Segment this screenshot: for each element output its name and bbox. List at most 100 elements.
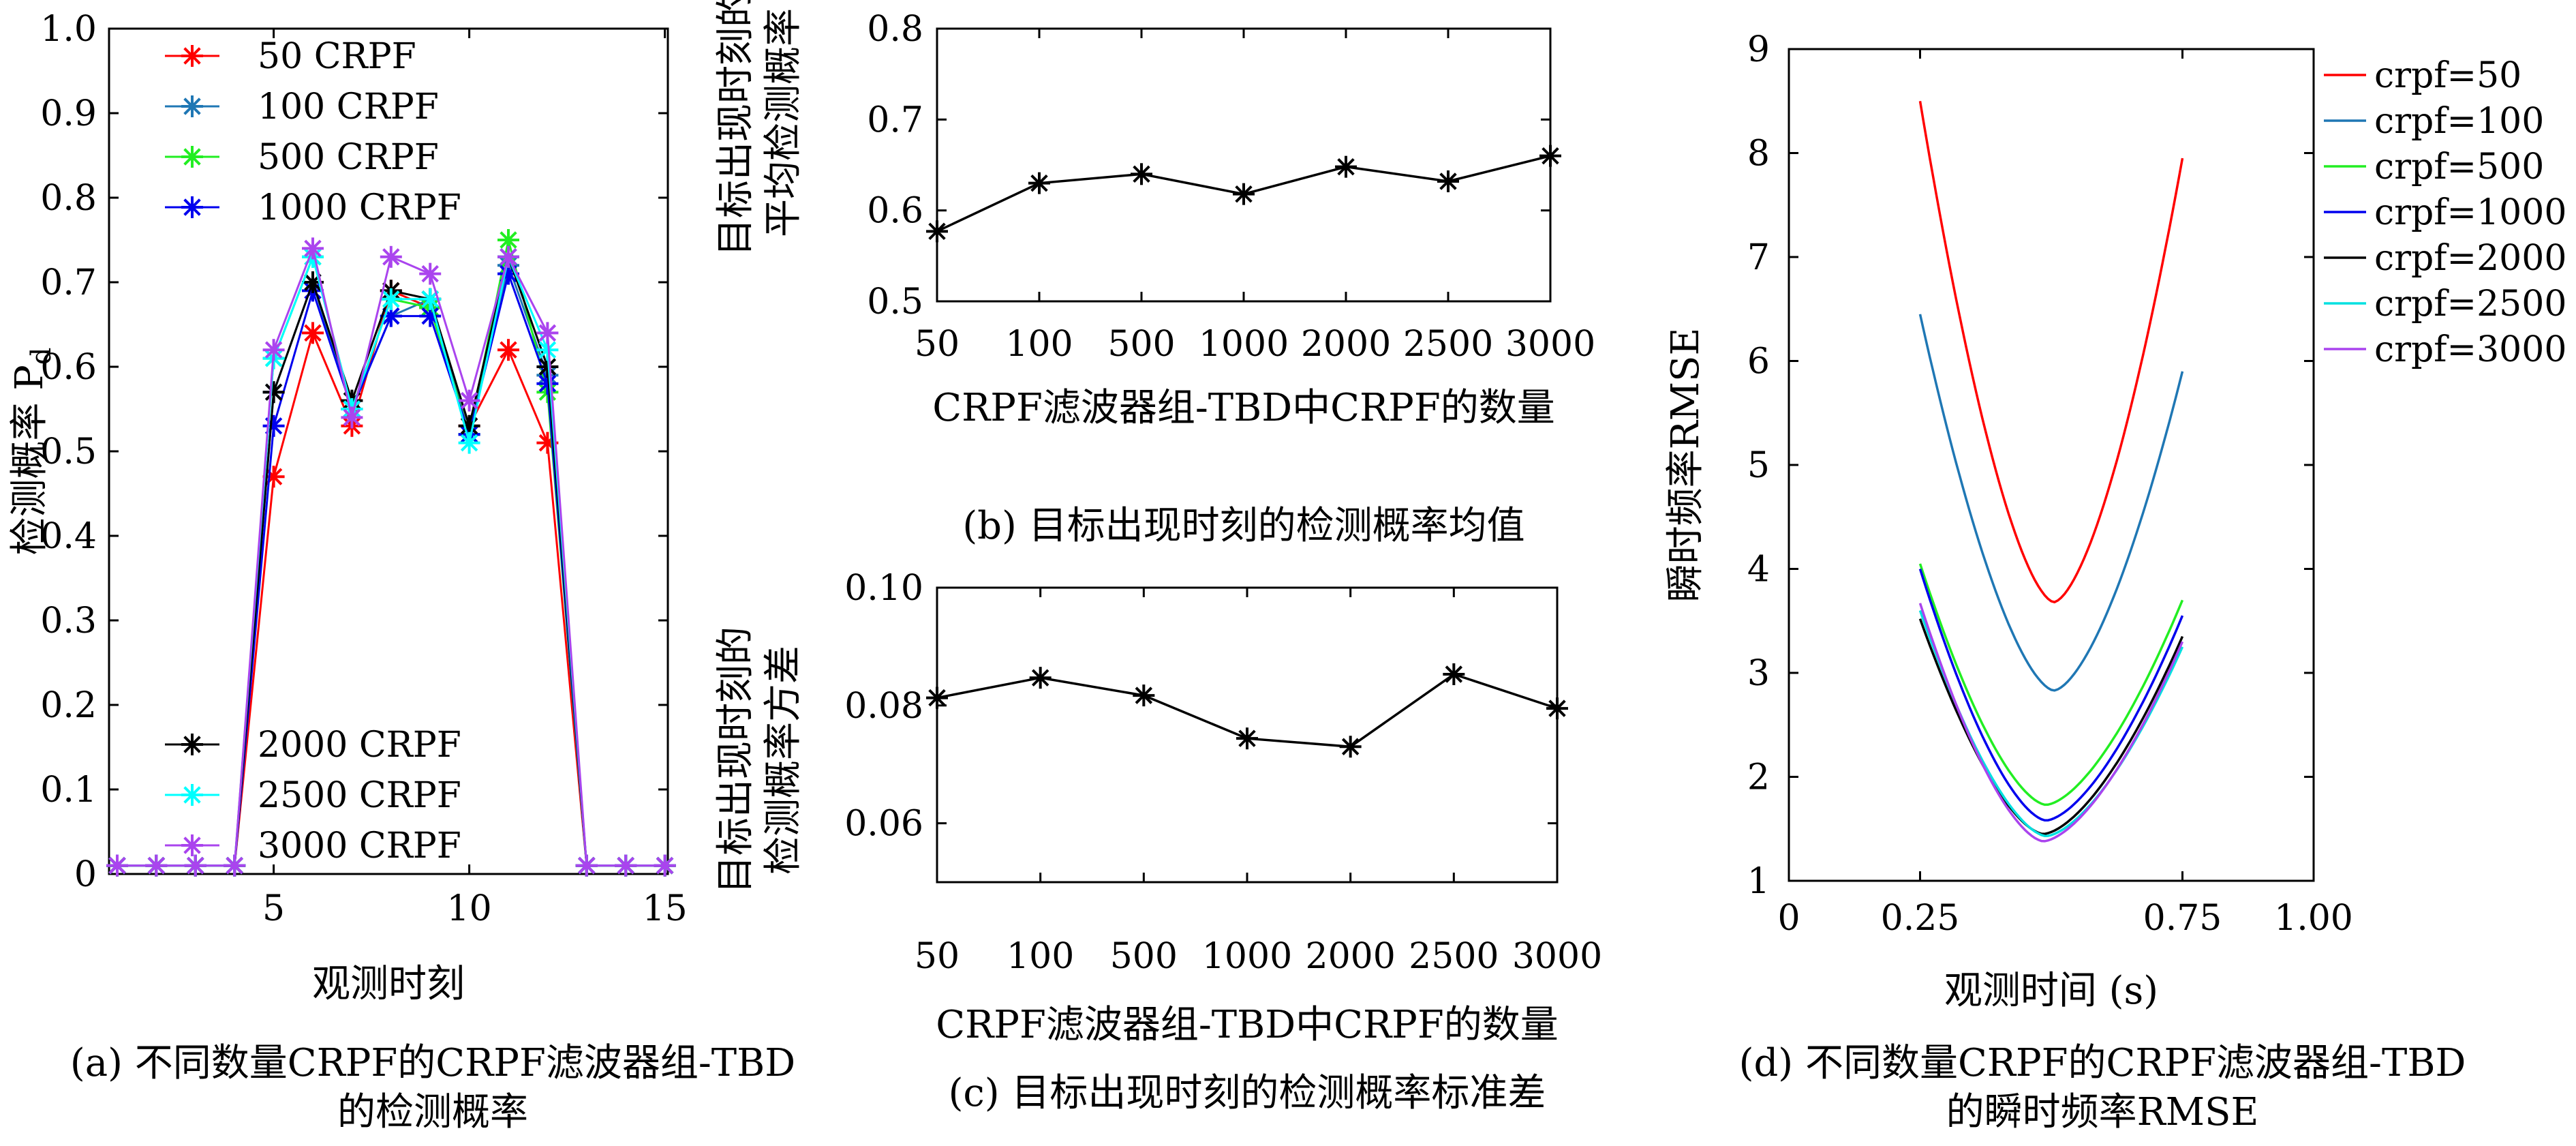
chart-d-y-tick-label: 3	[1747, 653, 1770, 694]
chart-b-x-tick-label: 2000	[1301, 324, 1391, 365]
chart-c-y-tick-label: 0.10	[844, 568, 923, 609]
chart-c-y-tick-label: 0.06	[844, 804, 923, 845]
chart-a-caption-line-1: (a) 不同数量CRPF的CRPF滤波器组-TBD	[70, 1041, 795, 1085]
chart-a-data-point	[380, 245, 402, 268]
chart-a-legend-label: 500 CRPF	[258, 137, 439, 178]
chart-a-data-point	[497, 245, 519, 268]
chart-a-legend-marker	[181, 95, 203, 117]
chart-b: 0.5 0.6 0.7 0.8 50 100 500 1000 2000 2500 3000 目标…	[714, 0, 1595, 548]
chart-a-data-point	[654, 854, 676, 877]
chart-b-y-tick-label: 0.8	[867, 9, 923, 50]
chart-a-y-tick-label: 0.9	[40, 93, 97, 134]
chart-c-y-label-line-1: 目标出现时刻的	[714, 627, 758, 894]
chart-c-data-point	[1339, 736, 1362, 758]
chart-b-y-label-line-2: 平均检测概率	[761, 8, 806, 237]
chart-a-data-point	[262, 339, 285, 361]
chart-b-data-point	[1028, 172, 1050, 194]
chart-b-data-point	[1437, 170, 1459, 192]
chart-c-data-point	[1443, 663, 1465, 686]
chart-c-x-tick-label: 2500	[1409, 936, 1499, 977]
chart-d-series-curve	[1918, 314, 2184, 692]
chart-d-legend-label: crpf=3000	[2374, 329, 2566, 370]
chart-d-x-ticks: 0 0.25 0.75 1.00	[1777, 49, 2353, 939]
chart-d-x-tick-label: 0.25	[1881, 898, 1960, 939]
chart-b-x-tick-label: 2500	[1403, 324, 1493, 365]
chart-b-x-tick-label: 500	[1107, 324, 1175, 365]
chart-a-x-tick-label: 15	[643, 888, 688, 929]
chart-d-caption-line-2: 的瞬时频率RMSE	[1946, 1090, 2259, 1134]
chart-b-plot-frame	[936, 27, 1552, 303]
chart-b-data-point	[1131, 163, 1152, 185]
chart-a-data-point	[458, 389, 480, 412]
chart-c-x-label: CRPF滤波器组-TBD中CRPF的数量	[936, 1003, 1558, 1047]
chart-a-legend-marker	[181, 146, 203, 168]
chart-a-series	[106, 229, 676, 877]
chart-b-x-ticks: 50 100 500 1000 2000 2500 3000	[915, 29, 1595, 365]
chart-c: 0.06 0.08 0.10 50 100 500 1000 2000 2500 3000 目标…	[714, 568, 1602, 1115]
chart-a-data-point	[145, 854, 168, 877]
chart-a-data-point	[380, 288, 402, 310]
chart-a-legend-label: 2000 CRPF	[258, 725, 461, 766]
chart-d-series-curve	[1918, 618, 2184, 835]
chart-d-y-tick-label: 8	[1747, 134, 1770, 175]
chart-d-series-curve	[1918, 568, 2184, 822]
chart-a-y-tick-label: 0.6	[40, 347, 97, 388]
chart-c-x-tick-label: 3000	[1512, 936, 1602, 977]
chart-a-legend-label: 3000 CRPF	[258, 826, 461, 866]
chart-a-legend-marker	[181, 784, 203, 806]
chart-b-x-label: CRPF滤波器组-TBD中CRPF的数量	[932, 386, 1554, 430]
chart-b-y-ticks: 0.5 0.6 0.7 0.8	[867, 9, 1550, 322]
chart-d-legend-label: crpf=1000	[2374, 192, 2566, 233]
chart-c-x-ticks: 50 100 500 1000 2000 2500 3000	[915, 588, 1602, 977]
chart-a-data-point	[341, 406, 363, 429]
chart-a-data-point	[224, 854, 246, 877]
chart-d-caption-line-1: (d) 不同数量CRPF的CRPF滤波器组-TBD	[1739, 1041, 2466, 1085]
chart-d-x-label: 观测时间 (s)	[1944, 969, 2158, 1013]
chart-a-data-point	[536, 356, 559, 378]
chart-a-data-point	[106, 854, 128, 877]
chart-c-x-tick-label: 1000	[1202, 936, 1292, 977]
chart-d-series-curve	[1918, 101, 2184, 604]
chart-a-legend-marker	[181, 45, 203, 67]
chart-a-data-point	[262, 381, 285, 404]
chart-b-y-label-line-1: 目标出现时刻的	[714, 0, 758, 256]
chart-a-legend: 50 CRPF 100 CRPF 500 CRPF 1000 CRPF 2000 CRP…	[165, 36, 461, 866]
chart-a-legend-marker	[181, 834, 203, 856]
chart-c-x-tick-label: 2000	[1305, 936, 1395, 977]
chart-b-x-tick-label: 100	[1005, 324, 1073, 365]
chart-d-series-curve	[1918, 563, 2184, 806]
chart-a-series-line	[117, 245, 665, 867]
chart-d-y-tick-label: 6	[1747, 342, 1770, 382]
chart-a-legend-marker	[181, 734, 203, 755]
chart-b-data-point	[1539, 145, 1561, 167]
chart-c-y-ticks: 0.06 0.08 0.10	[844, 568, 1557, 845]
chart-b-y-tick-label: 0.6	[867, 191, 923, 232]
chart-d-legend-label: crpf=50	[2374, 55, 2521, 96]
chart-d-legend-label: crpf=2000	[2374, 238, 2566, 279]
chart-d-series-curve	[1918, 603, 2184, 843]
chart-a-data-point	[184, 854, 206, 877]
chart-a-data-point	[536, 322, 559, 344]
chart-d-y-ticks: 1 2 3 4 5 6 7 8 9	[1747, 29, 2314, 902]
chart-d-y-label: 瞬时频率RMSE	[1663, 328, 1708, 603]
chart-a-y-tick-label: 0.7	[40, 262, 97, 303]
chart-b-data-point	[1335, 155, 1357, 178]
chart-a-data-point	[419, 305, 442, 327]
chart-b-series	[926, 145, 1561, 243]
chart-a-data-point	[458, 432, 480, 454]
chart-c-x-tick-label: 100	[1007, 936, 1074, 977]
chart-d-legend-label: crpf=2500	[2374, 284, 2566, 325]
chart-d-plot-frame	[1788, 48, 2315, 882]
chart-b-caption: (b) 目标出现时刻的检测概率均值	[962, 504, 1524, 548]
chart-c-series	[926, 663, 1568, 758]
chart-a-y-tick-label: 0	[74, 854, 97, 895]
chart-a-legend-label: 100 CRPF	[258, 87, 439, 127]
chart-b-x-tick-label: 1000	[1199, 324, 1289, 365]
chart-d-y-tick-label: 2	[1747, 757, 1770, 798]
chart-b-data-point	[1233, 183, 1255, 205]
chart-a-y-tick-label: 0.5	[40, 432, 97, 472]
chart-a-x-tick-label: 10	[447, 888, 492, 929]
chart-a-data-point	[575, 854, 598, 877]
chart-d-legend: crpf=50 crpf=100 crpf=500 crpf=1000 crpf=200…	[2324, 55, 2566, 370]
